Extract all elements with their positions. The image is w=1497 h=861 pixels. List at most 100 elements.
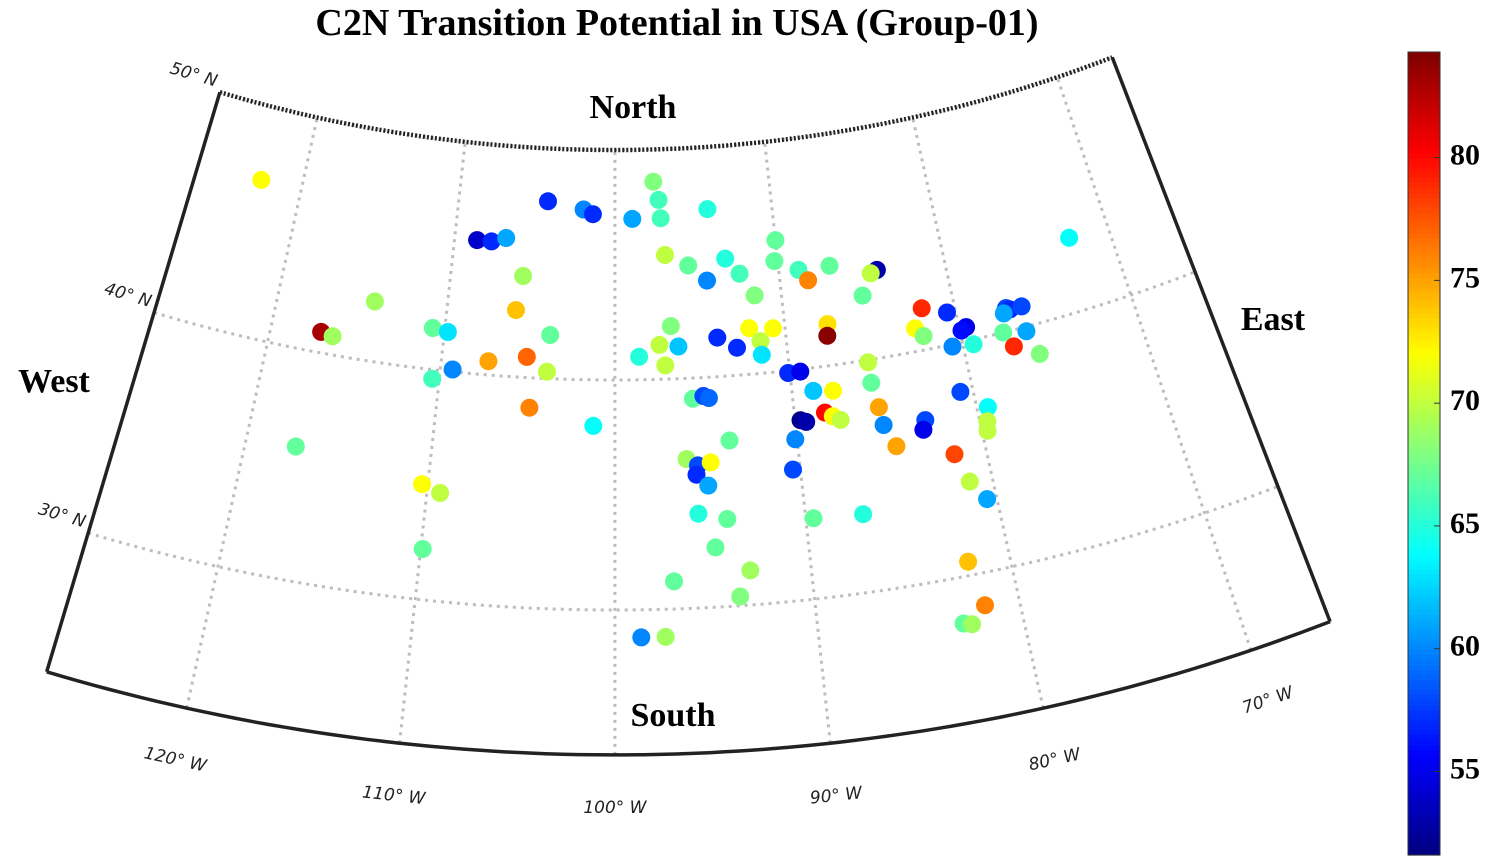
- south-label: South: [630, 697, 715, 734]
- colorbar-segment: [1408, 443, 1440, 450]
- station-point: [323, 327, 342, 346]
- colorbar-tick-label: 60: [1450, 630, 1480, 663]
- station-point: [765, 252, 784, 271]
- station-point: [716, 249, 735, 268]
- colorbar-segment: [1408, 363, 1440, 369]
- colorbar-segment: [1408, 142, 1440, 148]
- station-point: [539, 192, 557, 211]
- station-point: [861, 264, 880, 283]
- station-point: [698, 271, 716, 290]
- station-point: [656, 627, 675, 646]
- colorbar-segment: [1408, 368, 1440, 374]
- colorbar-segment: [1408, 734, 1440, 741]
- station-point: [862, 373, 881, 392]
- station-point: [538, 362, 556, 381]
- station-point: [438, 323, 457, 341]
- station-point: [804, 509, 823, 528]
- colorbar-segment: [1408, 212, 1440, 219]
- frame-right: [1110, 56, 1332, 623]
- station-point: [914, 327, 933, 346]
- station-point: [960, 472, 979, 491]
- colorbar-segment: [1408, 749, 1440, 756]
- station-point: [689, 504, 708, 523]
- colorbar-segment: [1408, 388, 1440, 394]
- colorbar-segment: [1408, 393, 1440, 399]
- colorbar-segment: [1408, 157, 1440, 164]
- colorbar-segment: [1408, 699, 1440, 706]
- station-point: [720, 431, 739, 450]
- station-point: [514, 267, 533, 285]
- colorbar-segment: [1408, 242, 1440, 249]
- colorbar-segment: [1408, 764, 1440, 771]
- colorbar-segment: [1408, 669, 1440, 675]
- colorbar-segment: [1408, 62, 1440, 68]
- colorbar-segment: [1408, 664, 1440, 670]
- colorbar-segment: [1408, 267, 1440, 274]
- frame-left: [45, 91, 222, 673]
- station-point: [874, 416, 893, 434]
- station-point: [994, 323, 1013, 342]
- x-tick-label: 80° W: [1027, 744, 1084, 775]
- colorbar-segment: [1408, 122, 1440, 128]
- colorbar-segment: [1408, 383, 1440, 389]
- station-point: [764, 319, 782, 338]
- station-point: [413, 475, 432, 494]
- station-point: [824, 381, 842, 400]
- station-point: [708, 328, 727, 347]
- colorbar-segment: [1408, 528, 1440, 535]
- station-point: [656, 356, 675, 375]
- station-point: [945, 445, 964, 464]
- colorbar-segment: [1408, 197, 1440, 204]
- colorbar-segment: [1408, 583, 1440, 590]
- colorbar-segment: [1408, 92, 1440, 98]
- colorbar-segment: [1408, 744, 1440, 751]
- station-point: [687, 465, 706, 484]
- colorbar-segment: [1408, 373, 1440, 379]
- colorbar-segment: [1408, 689, 1440, 695]
- station-point: [423, 319, 442, 337]
- station-point: [497, 229, 516, 247]
- station-point: [423, 369, 442, 388]
- colorbar-segment: [1408, 553, 1440, 560]
- station-point: [752, 345, 771, 364]
- colorbar-segment: [1408, 578, 1440, 585]
- colorbar-segment: [1408, 794, 1440, 801]
- station-point: [468, 231, 487, 250]
- station-point: [482, 232, 501, 251]
- colorbar-segment: [1408, 353, 1440, 359]
- colorbar-segment: [1408, 182, 1440, 189]
- station-point: [507, 301, 525, 320]
- colorbar-segment: [1408, 779, 1440, 786]
- station-point: [964, 335, 983, 354]
- station-point: [751, 332, 770, 351]
- station-point: [730, 264, 749, 283]
- station-point: [644, 172, 663, 191]
- colorbar-segment: [1408, 348, 1440, 354]
- colorbar-segment: [1408, 824, 1440, 831]
- y-tick-label: 50° N: [168, 58, 220, 91]
- grid-line: [398, 141, 467, 744]
- colorbar-segment: [1408, 839, 1440, 846]
- colorbar-segment: [1408, 202, 1440, 209]
- chart-title: C2N Transition Potential in USA (Group-0…: [315, 2, 1038, 44]
- colorbar-segment: [1408, 82, 1440, 88]
- station-point: [1030, 344, 1049, 363]
- colorbar-segment: [1408, 292, 1440, 299]
- colorbar-segment: [1408, 192, 1440, 199]
- station-point: [630, 347, 649, 366]
- station-point: [1004, 337, 1023, 356]
- station-point: [943, 337, 962, 356]
- grid: [87, 55, 1279, 755]
- colorbar-segment: [1408, 784, 1440, 791]
- station-point: [632, 628, 651, 647]
- colorbar: 55 60 65 70 75 80: [1407, 51, 1480, 856]
- colorbar-segment: [1408, 287, 1440, 294]
- colorbar-segment: [1408, 609, 1440, 615]
- station-point: [859, 353, 878, 372]
- colorbar-segment: [1408, 222, 1440, 229]
- station-point: [963, 615, 982, 634]
- station-point: [938, 303, 956, 322]
- station-point: [804, 381, 823, 400]
- station-point: [799, 271, 818, 290]
